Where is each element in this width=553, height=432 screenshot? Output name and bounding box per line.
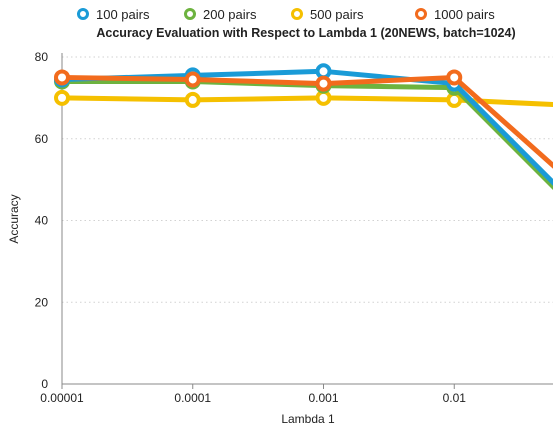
y-tick-label: 40 [35, 214, 49, 228]
chart-title: Accuracy Evaluation with Respect to Lamb… [96, 26, 515, 40]
legend-label: 100 pairs [96, 7, 150, 22]
series-1000-pairs [54, 69, 553, 169]
legend-item: 500 pairs [291, 7, 364, 22]
data-point [315, 75, 332, 92]
data-point [315, 63, 332, 80]
legend: 100 pairs 200 pairs 500 pairs 1000 pairs [77, 7, 495, 22]
y-axis-ticks: 0 20 40 60 80 [35, 50, 49, 391]
y-axis-label: Accuracy [7, 194, 21, 243]
series-line [59, 68, 553, 186]
legend-item: 1000 pairs [415, 7, 495, 22]
legend-label: 200 pairs [203, 7, 257, 22]
x-tick-label: 0.001 [308, 391, 338, 405]
series-line [59, 74, 553, 169]
data-point [54, 89, 70, 106]
x-tick-label: 0.0001 [174, 391, 211, 405]
x-tick-label: 0.00001 [40, 391, 84, 405]
legend-marker [77, 8, 89, 20]
series-500-pairs [54, 89, 553, 108]
legend-marker [184, 8, 196, 20]
legend-label: 1000 pairs [434, 7, 495, 22]
data-point [184, 91, 201, 108]
data-point [184, 71, 201, 88]
series-group [54, 63, 553, 190]
legend-item: 100 pairs [77, 7, 150, 22]
data-point [446, 69, 463, 86]
y-tick-label: 60 [35, 132, 49, 146]
y-tick-label: 20 [35, 295, 49, 309]
y-tick-label: 0 [41, 377, 48, 391]
series-line [59, 79, 553, 190]
legend-label: 500 pairs [310, 7, 364, 22]
legend-marker [291, 8, 303, 20]
legend-item: 200 pairs [184, 7, 257, 22]
x-axis-label: Lambda 1 [281, 412, 335, 426]
y-tick-label: 80 [35, 50, 49, 64]
series-line [59, 95, 553, 108]
data-point [315, 89, 332, 106]
x-tick-label: 0.01 [443, 391, 467, 405]
gridlines [62, 56, 553, 303]
legend-marker [415, 8, 427, 20]
data-point [54, 69, 70, 86]
data-point [446, 91, 463, 108]
